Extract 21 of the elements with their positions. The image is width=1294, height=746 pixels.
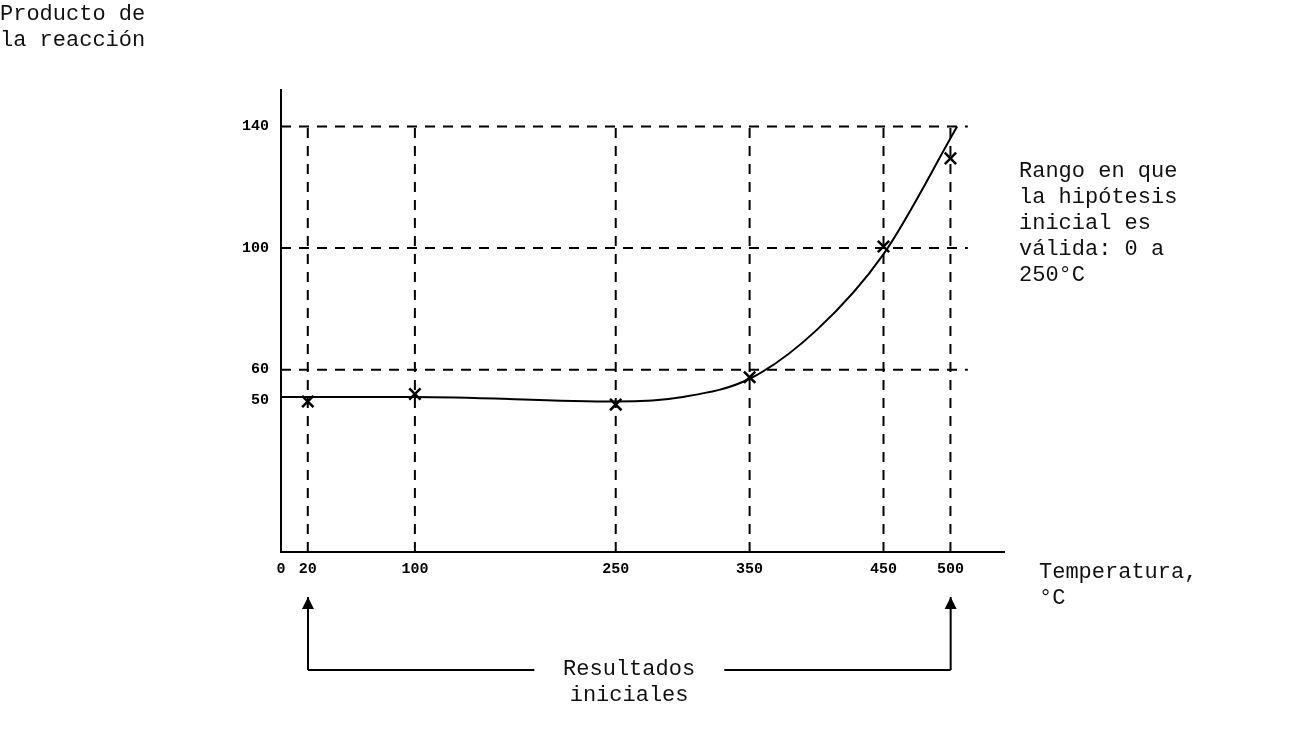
- point: [608, 397, 623, 412]
- x-tick-label: 100: [401, 560, 429, 578]
- x-tick-label: 350: [736, 560, 764, 578]
- y-tick-label: 50: [250, 391, 269, 409]
- point: [300, 394, 315, 409]
- y-tick-label: 140: [241, 118, 269, 136]
- y-tick-label: 100: [241, 239, 269, 257]
- y-axis-title: Producto de la reacción: [0, 2, 147, 54]
- x-tick-label: 500: [936, 560, 964, 578]
- x-axis-title: Temperatura, °C: [1039, 560, 1199, 612]
- point: [876, 239, 891, 254]
- text: Resultados iniciales: [562, 657, 697, 709]
- text: Rango en que la hipótesis inicial es válida: 0 a 250°C: [1019, 159, 1179, 290]
- x-tick-label: 0: [276, 560, 286, 578]
- x-tick-label: 20: [298, 560, 317, 578]
- point: [742, 370, 757, 385]
- y-tick-label: 60: [250, 361, 269, 379]
- x-tick-label: 450: [869, 560, 898, 578]
- point: [943, 151, 958, 166]
- x-tick-label: 250: [602, 560, 630, 578]
- point: [407, 387, 422, 401]
